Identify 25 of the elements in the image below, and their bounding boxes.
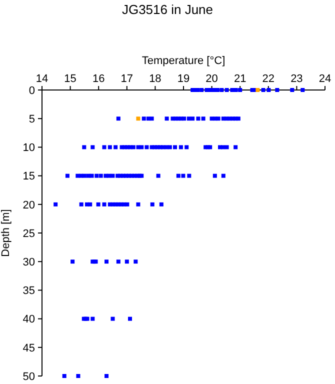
x-tick-label: 21 — [234, 73, 246, 85]
x-axis-title: Temperature [°C] — [142, 55, 226, 67]
x-tick-label: 16 — [92, 73, 105, 85]
chart-title: JG3516 in June — [122, 2, 214, 17]
y-tick-label: 25 — [22, 228, 35, 240]
x-tick-label: 14 — [36, 73, 48, 85]
y-tick-label: 0 — [28, 84, 35, 97]
x-tick-label: 22 — [262, 73, 275, 85]
y-tick-label: 20 — [22, 199, 35, 212]
y-tick-label: 40 — [22, 314, 35, 326]
y-tick-label: 35 — [22, 285, 35, 298]
x-tick-label: 19 — [177, 73, 190, 85]
y-tick-label: 15 — [22, 170, 35, 183]
y-tick-label: 45 — [22, 342, 35, 354]
x-tick-label: 24 — [318, 73, 332, 85]
y-axis-title: Depth [m] — [0, 209, 12, 257]
y-tick-label: 50 — [22, 370, 35, 383]
x-tick-label: 20 — [206, 73, 218, 85]
y-tick-label: 10 — [22, 142, 35, 154]
y-tick-label: 5 — [28, 113, 35, 126]
x-tick-label: 18 — [149, 73, 162, 85]
x-tick-label: 17 — [120, 73, 134, 85]
x-tick-label: 23 — [290, 73, 303, 85]
y-tick-label: 30 — [22, 256, 35, 268]
x-tick-label: 15 — [64, 73, 76, 85]
